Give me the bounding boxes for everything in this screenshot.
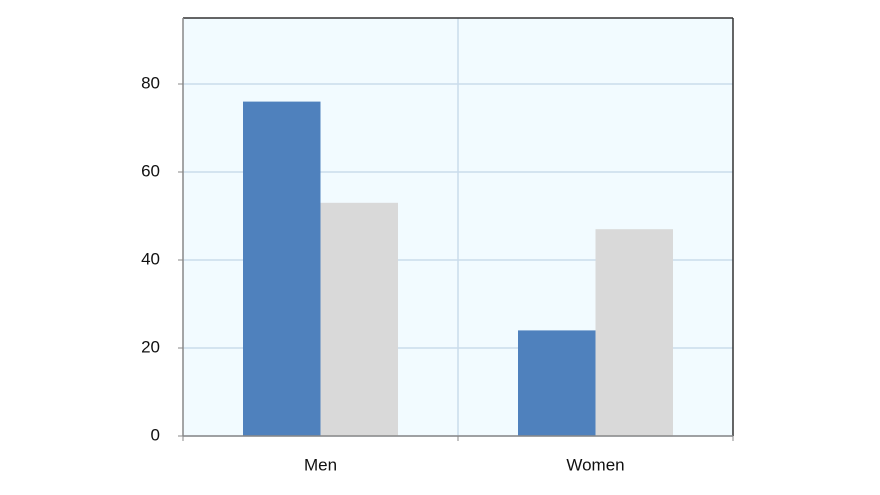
y-tick-label: 0 [151,425,160,444]
bar [595,229,673,436]
x-tick-label: Men [304,455,337,474]
x-tick-label: Women [566,455,624,474]
bar [518,330,596,436]
y-tick-label: 60 [141,161,160,180]
bar [243,101,321,436]
y-tick-label: 20 [141,337,160,356]
y-tick-label: 40 [141,249,160,268]
y-tick-label: 80 [141,73,160,92]
bar [320,202,398,436]
